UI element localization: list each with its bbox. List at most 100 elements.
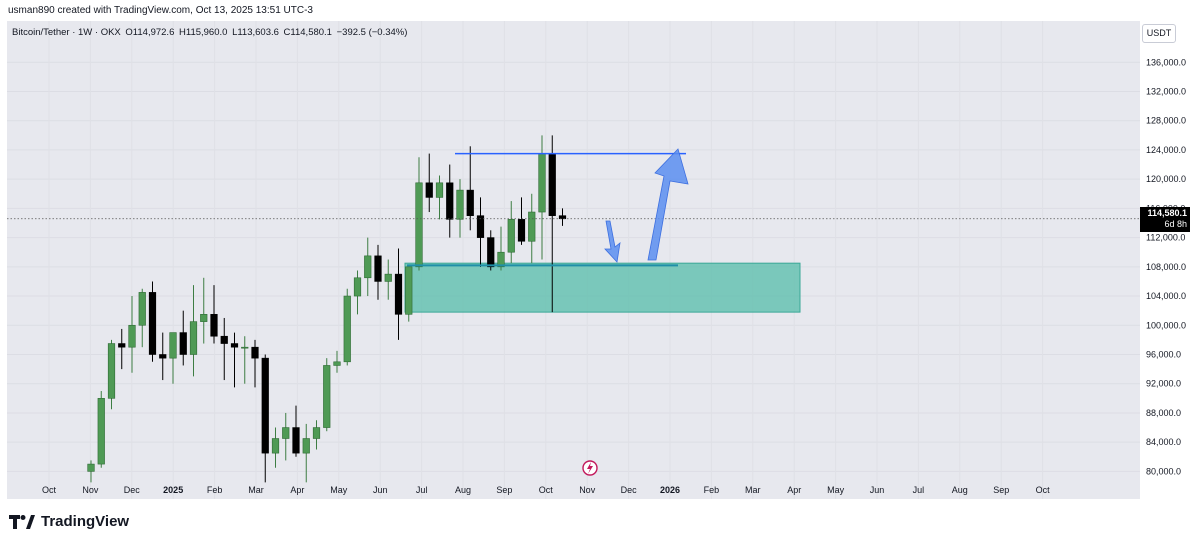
candle-body[interactable] [128, 324, 136, 348]
x-tick-label: Sep [993, 485, 1009, 495]
candle-body[interactable] [343, 295, 351, 363]
demand-zone[interactable] [404, 262, 801, 313]
x-tick-label: Mar [745, 485, 761, 495]
candle-body[interactable] [466, 189, 474, 216]
y-tick-label: 136,000.0 [1146, 57, 1186, 67]
symbol-name[interactable]: Bitcoin/Tether · 1W · OKX [12, 27, 121, 38]
candle-body[interactable] [323, 365, 331, 428]
candle-body[interactable] [405, 266, 413, 315]
candle-body[interactable] [435, 182, 444, 198]
last-price-value: 114,580.1 [1147, 208, 1187, 218]
candle-body[interactable] [159, 354, 167, 359]
x-tick-label: Oct [539, 485, 554, 495]
candle-body[interactable] [446, 182, 454, 220]
y-tick-label: 120,000.0 [1146, 174, 1186, 184]
x-tick-label: 2026 [660, 485, 680, 495]
x-tick-label: Aug [455, 485, 471, 495]
x-tick-label: Jun [373, 485, 388, 495]
candle-body[interactable] [456, 189, 464, 220]
ohlc-low: L113,603.6 [232, 27, 279, 38]
candle-body[interactable] [374, 255, 382, 282]
candle-body[interactable] [333, 361, 341, 366]
candle-body[interactable] [517, 219, 526, 242]
candle-body[interactable] [200, 314, 208, 322]
y-tick-label: 96,000.0 [1146, 349, 1181, 359]
x-tick-label: Feb [704, 485, 720, 495]
candle-body[interactable] [97, 398, 105, 465]
candle-body[interactable] [271, 438, 280, 454]
candle-body[interactable] [230, 343, 239, 348]
symbol-legend: Bitcoin/Tether · 1W · OKX O114,972.6 H11… [12, 27, 409, 38]
lightning-icon [587, 462, 593, 474]
y-tick-label: 108,000.0 [1146, 262, 1186, 272]
candle-body[interactable] [394, 273, 403, 315]
ohlc-close: C114,580.1 [283, 27, 332, 38]
x-tick-label: Jul [913, 485, 925, 495]
candle-body[interactable] [179, 332, 187, 355]
ohlc-high: H115,960.0 [179, 27, 228, 38]
x-tick-label: Oct [42, 485, 57, 495]
x-tick-label: Apr [290, 485, 304, 495]
candle-body[interactable] [220, 335, 228, 344]
x-tick-label: Jun [870, 485, 885, 495]
candle-body[interactable] [87, 463, 95, 472]
x-tick-label: Mar [248, 485, 264, 495]
tradingview-logo[interactable]: TradingView [9, 513, 129, 530]
x-tick-label: Nov [579, 485, 596, 495]
x-tick-label: Jul [416, 485, 428, 495]
x-tick-label: 2025 [163, 485, 183, 495]
ohlc-change: −392.5 (−0.34%) [336, 27, 408, 38]
x-tick-label: Dec [621, 485, 638, 495]
candle-body[interactable] [118, 343, 126, 348]
candle-body[interactable] [415, 182, 423, 268]
candle-body[interactable] [292, 427, 300, 454]
ohlc-open: O114,972.6 [125, 27, 175, 38]
price-axis[interactable] [1140, 21, 1192, 499]
down-arrow-annotation[interactable] [604, 220, 621, 263]
y-tick-label: 124,000.0 [1146, 145, 1186, 155]
y-tick-label: 100,000.0 [1146, 320, 1186, 330]
candle-body[interactable] [364, 255, 372, 279]
candle-body[interactable] [425, 182, 433, 198]
y-tick-label: 132,000.0 [1146, 86, 1186, 96]
candle-body[interactable] [497, 251, 505, 268]
candle-body[interactable] [241, 346, 249, 349]
candle-body[interactable] [487, 237, 495, 268]
candle-body[interactable] [282, 427, 290, 439]
candle-body[interactable] [548, 153, 556, 216]
candle-body[interactable] [169, 332, 177, 359]
brand-name: TradingView [41, 513, 130, 530]
candle-body[interactable] [189, 321, 198, 355]
x-tick-label: May [827, 485, 845, 495]
x-tick-label: Aug [952, 485, 968, 495]
up-arrow-annotation[interactable] [647, 148, 689, 261]
x-tick-label: Nov [82, 485, 99, 495]
candle-body[interactable] [507, 219, 515, 253]
candle-body[interactable] [148, 292, 157, 355]
x-tick-label: May [330, 485, 348, 495]
candle-body[interactable] [558, 215, 567, 220]
candle-body[interactable] [538, 153, 546, 213]
chart-pane[interactable] [7, 21, 1140, 499]
candle-body[interactable] [384, 273, 392, 282]
candle-body[interactable] [302, 438, 310, 454]
bar-countdown: 6d 8h [1164, 219, 1187, 229]
candle-body[interactable] [261, 357, 269, 454]
y-tick-label: 104,000.0 [1146, 291, 1186, 301]
candle-body[interactable] [476, 215, 485, 238]
candle-body[interactable] [138, 292, 146, 326]
candle-body[interactable] [353, 277, 362, 297]
x-tick-label: Dec [124, 485, 141, 495]
candle-body[interactable] [210, 314, 218, 337]
y-tick-label: 128,000.0 [1146, 116, 1186, 126]
currency-button[interactable]: USDT [1142, 24, 1176, 43]
y-tick-label: 88,000.0 [1146, 408, 1181, 418]
candle-body[interactable] [107, 343, 116, 399]
x-tick-label: Sep [496, 485, 512, 495]
candle-body[interactable] [528, 211, 536, 242]
tradingview-logo-icon [9, 514, 35, 529]
candle-body[interactable] [312, 427, 321, 439]
candle-body[interactable] [251, 346, 259, 359]
y-tick-label: 92,000.0 [1146, 379, 1181, 389]
